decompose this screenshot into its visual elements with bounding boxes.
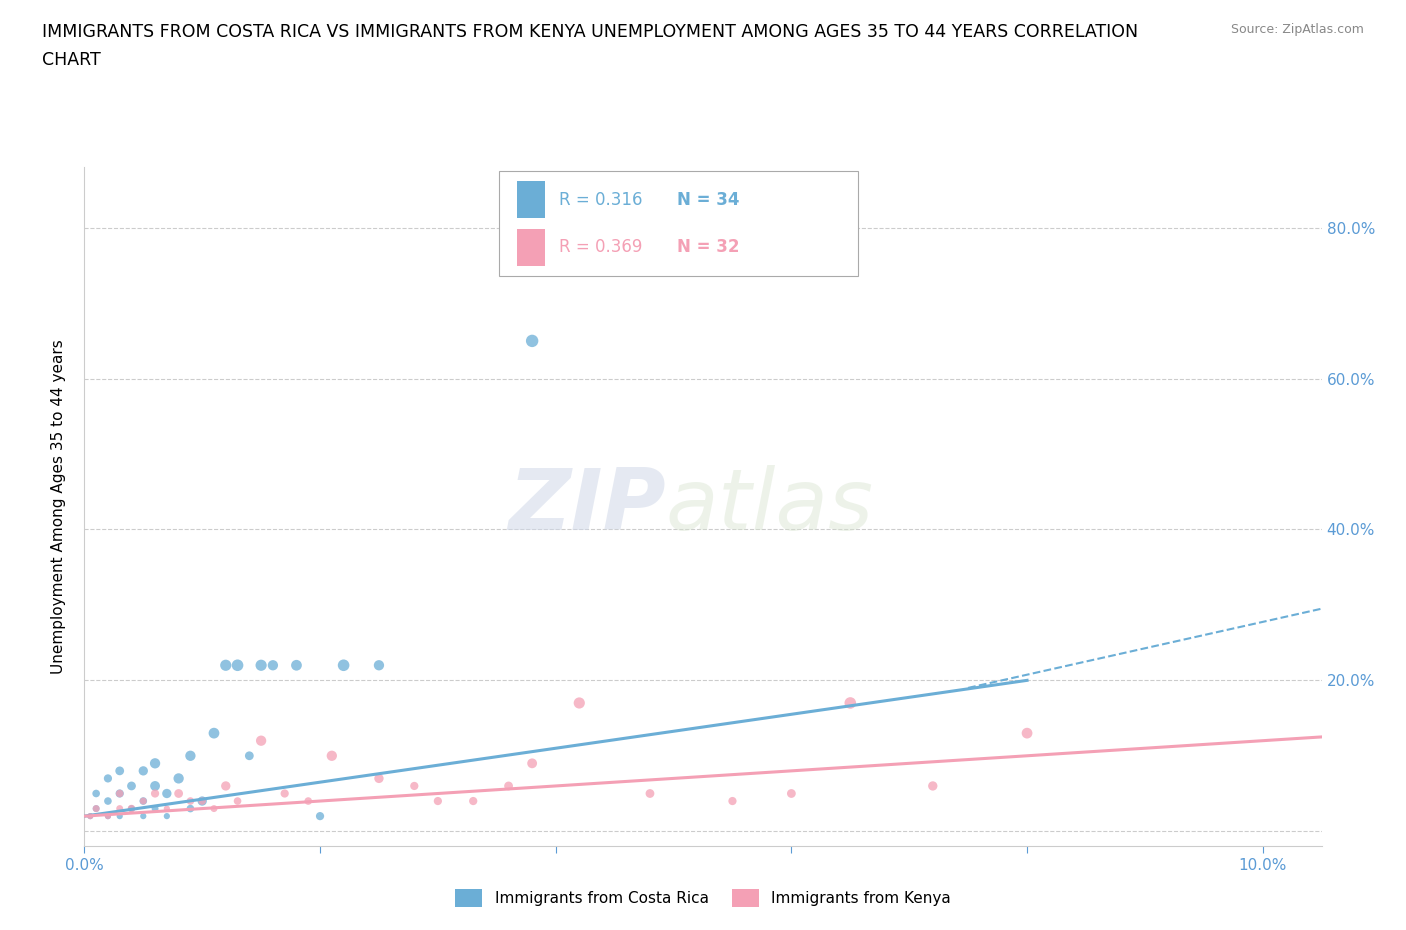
FancyBboxPatch shape (517, 229, 544, 266)
Point (84, 801, 107, 816)
Point (568, 696, 591, 711)
Point (132, 793, 155, 808)
Point (215, 658, 238, 672)
Point (498, 778, 520, 793)
Point (108, 786, 131, 801)
Point (156, 809, 179, 824)
Point (368, 658, 391, 672)
Point (1015, 725, 1038, 740)
Point (97, 793, 120, 808)
Point (520, 334, 543, 349)
Point (156, 786, 179, 801)
Point (309, 809, 332, 824)
Point (273, 786, 295, 801)
Point (921, 778, 943, 793)
Point (108, 809, 131, 824)
Text: N = 32: N = 32 (678, 238, 740, 256)
Point (84, 786, 107, 801)
Text: CHART: CHART (42, 51, 101, 69)
Point (108, 801, 131, 816)
Point (143, 786, 166, 801)
Point (132, 764, 155, 778)
Point (202, 725, 225, 740)
Point (156, 801, 179, 816)
Text: IMMIGRANTS FROM COSTA RICA VS IMMIGRANTS FROM KENYA UNEMPLOYMENT AMONG AGES 35 T: IMMIGRANTS FROM COSTA RICA VS IMMIGRANTS… (42, 23, 1139, 41)
Point (121, 801, 143, 816)
FancyBboxPatch shape (499, 171, 858, 276)
Point (463, 793, 485, 808)
Point (97, 771, 120, 786)
Point (179, 801, 201, 816)
Point (520, 756, 543, 771)
Text: ZIP: ZIP (508, 465, 666, 549)
Point (780, 786, 803, 801)
Point (262, 658, 284, 672)
Point (132, 809, 155, 824)
Point (143, 778, 166, 793)
Point (167, 786, 190, 801)
Point (404, 778, 426, 793)
Point (191, 793, 214, 808)
Point (426, 793, 449, 808)
Point (143, 801, 166, 816)
Point (839, 696, 862, 711)
Point (321, 749, 343, 764)
Point (121, 778, 143, 793)
Point (202, 801, 225, 816)
Point (191, 793, 214, 808)
Text: R = 0.316: R = 0.316 (560, 191, 643, 208)
Legend: Immigrants from Costa Rica, Immigrants from Kenya: Immigrants from Costa Rica, Immigrants f… (449, 884, 957, 913)
Point (84, 801, 107, 816)
FancyBboxPatch shape (517, 181, 544, 219)
Text: R = 0.369: R = 0.369 (560, 238, 643, 256)
Point (297, 793, 319, 808)
Point (132, 793, 155, 808)
Point (721, 793, 744, 808)
Point (79, 809, 101, 824)
Point (167, 771, 190, 786)
Point (238, 749, 260, 764)
Text: atlas: atlas (666, 465, 875, 549)
Point (179, 793, 201, 808)
Point (226, 658, 249, 672)
Text: Source: ZipAtlas.com: Source: ZipAtlas.com (1230, 23, 1364, 36)
Point (368, 771, 391, 786)
Point (250, 658, 273, 672)
Point (108, 764, 131, 778)
Point (97, 809, 120, 824)
Point (226, 793, 249, 808)
Y-axis label: Unemployment Among Ages 35 to 44 years: Unemployment Among Ages 35 to 44 years (51, 339, 66, 674)
Point (108, 786, 131, 801)
Point (121, 801, 143, 816)
Point (638, 786, 661, 801)
Point (332, 658, 354, 672)
Point (215, 778, 238, 793)
Point (250, 733, 273, 748)
Point (97, 809, 120, 824)
Text: N = 34: N = 34 (678, 191, 740, 208)
Point (143, 756, 166, 771)
Point (285, 658, 308, 672)
Point (79, 809, 101, 824)
Point (179, 749, 201, 764)
